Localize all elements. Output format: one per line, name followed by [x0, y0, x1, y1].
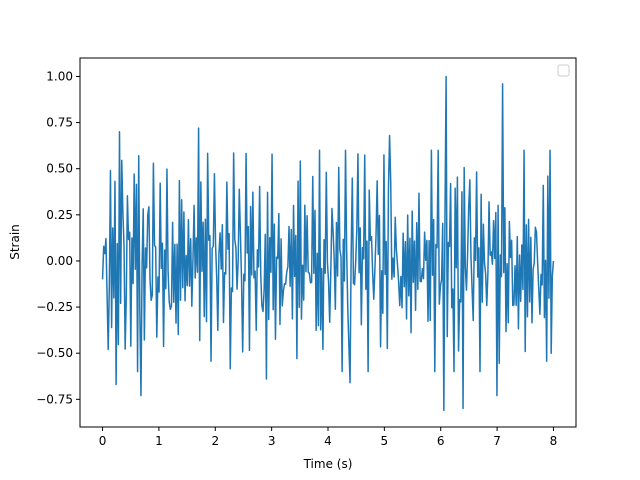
y-tick-label: 0.75 [46, 116, 73, 130]
y-tick-label: 1.00 [46, 69, 73, 83]
y-tick-label: −0.75 [36, 392, 73, 406]
x-tick-label: 8 [550, 434, 558, 448]
y-axis-title: Strain [8, 224, 22, 260]
x-axis: 0 1 2 3 4 5 6 7 8 [99, 427, 558, 448]
y-tick-label: 0.25 [46, 208, 73, 222]
x-axis-title: Time (s) [303, 457, 353, 471]
strain-series-line [101, 75, 555, 412]
x-tick-label: 0 [99, 434, 107, 448]
x-tick-label: 2 [211, 434, 219, 448]
y-tick-label: 0.50 [46, 162, 73, 176]
legend-box[interactable] [557, 64, 570, 77]
x-tick-label: 6 [437, 434, 445, 448]
y-tick-label: 0.00 [46, 254, 73, 268]
y-tick-label: −0.50 [36, 346, 73, 360]
x-tick-label: 3 [268, 434, 276, 448]
x-tick-label: 1 [155, 434, 163, 448]
x-tick-label: 7 [493, 434, 501, 448]
y-axis: −0.75 −0.50 −0.25 0.00 0.25 0.50 0.75 1.00 [36, 69, 80, 406]
series-group [101, 75, 555, 412]
x-tick-label: 4 [324, 434, 332, 448]
y-tick-label: −0.25 [36, 300, 73, 314]
x-tick-label: 5 [381, 434, 389, 448]
